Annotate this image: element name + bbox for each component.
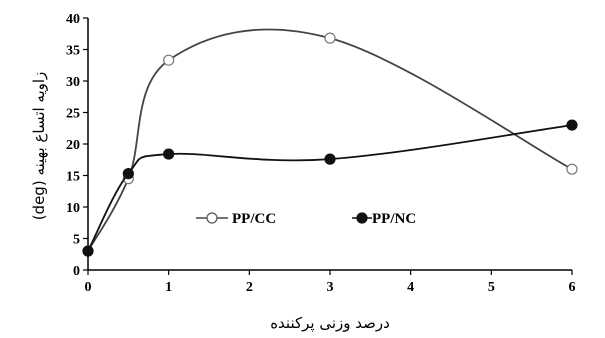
data-point-pp-cc	[163, 54, 175, 66]
x-tick-label: 5	[488, 280, 495, 295]
x-axis-title: درصد وزنی پرکننده	[270, 314, 390, 333]
y-tick-label: 35	[66, 44, 80, 59]
y-tick-label: 25	[66, 107, 80, 122]
x-tick-label: 6	[569, 280, 576, 295]
y-tick-label: 20	[66, 138, 80, 153]
x-tick-label: 1	[165, 280, 172, 295]
legend-entry-pp-nc: PP/NC	[352, 211, 416, 227]
y-tick-label: 40	[66, 12, 80, 27]
data-point-pp-nc	[566, 119, 578, 131]
data-point-pp-nc	[82, 245, 94, 257]
data-point-pp-cc	[324, 32, 336, 44]
data-point-pp-cc	[566, 163, 578, 175]
y-tick-label: 30	[66, 75, 80, 90]
y-tick-label: 5	[73, 233, 80, 248]
y-tick-label: 15	[66, 170, 80, 185]
legend-label-pp-cc: PP/CC	[232, 211, 276, 227]
data-point-pp-nc	[324, 153, 336, 165]
ticks: 0 1 2 3 4 5 6 0 5 10 15 20 25 30 35 40	[66, 12, 576, 295]
series-line-pp-nc	[87, 124, 573, 252]
legend: PP/CC PP/NC	[196, 211, 416, 227]
legend-label-pp-nc: PP/NC	[372, 211, 416, 227]
axes	[87, 18, 572, 271]
legend-marker-pp-nc	[356, 212, 368, 224]
x-tick-label: 0	[85, 280, 92, 295]
y-axis-title: زاویه اتساع بهینه (deg)	[30, 72, 48, 221]
y-tick-label: 0	[73, 264, 80, 279]
data-point-pp-nc	[122, 168, 134, 180]
legend-entry-pp-cc: PP/CC	[196, 211, 276, 227]
y-tick-label: 10	[66, 201, 80, 216]
series	[82, 28, 578, 257]
series-line-pp-cc	[87, 28, 573, 252]
x-tick-label: 2	[246, 280, 253, 295]
x-tick-label: 4	[407, 280, 414, 295]
data-point-pp-nc	[163, 148, 175, 160]
x-tick-label: 3	[327, 280, 334, 295]
legend-marker-pp-cc	[206, 212, 218, 224]
